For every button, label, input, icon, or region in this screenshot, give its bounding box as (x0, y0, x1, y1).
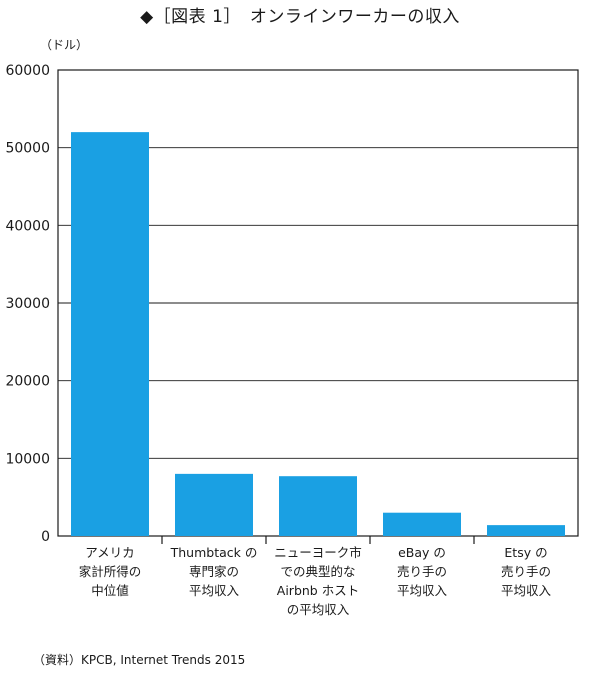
bar-chart: 0 10000 20000 30000 40000 50000 60000 アメリカ家計所得の… (5, 63, 579, 617)
x-category-label: Airbnb ホスト (277, 583, 359, 598)
x-category-label: 中位値 (91, 583, 129, 598)
x-category-label: 平均収入 (397, 583, 448, 598)
x-category-label: アメリカ (85, 545, 134, 560)
x-category-label: Etsy の (504, 545, 547, 560)
x-category-label: ニューヨーク市 (274, 545, 362, 560)
x-category-label: 売り手の (501, 564, 551, 579)
x-category-label: 家計所得の (79, 564, 142, 579)
y-tick-label: 10000 (5, 451, 50, 467)
chart-title: ◆［図表 1］ オンラインワーカーの収入 (140, 7, 460, 27)
y-tick-label: 50000 (5, 141, 50, 157)
bar-2 (175, 473, 253, 536)
y-axis-unit-label: （ドル） (40, 38, 89, 52)
x-category-label: の平均収入 (287, 602, 350, 617)
x-category-label: Thumbtack の (170, 545, 258, 560)
x-category-label: 平均収入 (189, 583, 240, 598)
bar-3 (279, 476, 357, 536)
bar-5 (487, 525, 565, 536)
x-category-label: での典型的な (280, 564, 355, 579)
bar-4 (383, 512, 461, 536)
y-tick-label: 0 (41, 529, 50, 545)
bar-1 (71, 132, 149, 536)
y-tick-label: 20000 (5, 374, 50, 390)
x-category-label: 専門家の (189, 564, 239, 579)
x-category-label: 売り手の (397, 564, 447, 579)
source-note: （資料）KPCB, Internet Trends 2015 (33, 653, 246, 667)
x-category-label: 平均収入 (501, 583, 552, 598)
y-tick-label: 60000 (5, 63, 50, 79)
y-tick-label: 40000 (5, 218, 50, 234)
y-tick-label: 30000 (5, 296, 50, 312)
x-category-label: eBay の (398, 545, 446, 560)
